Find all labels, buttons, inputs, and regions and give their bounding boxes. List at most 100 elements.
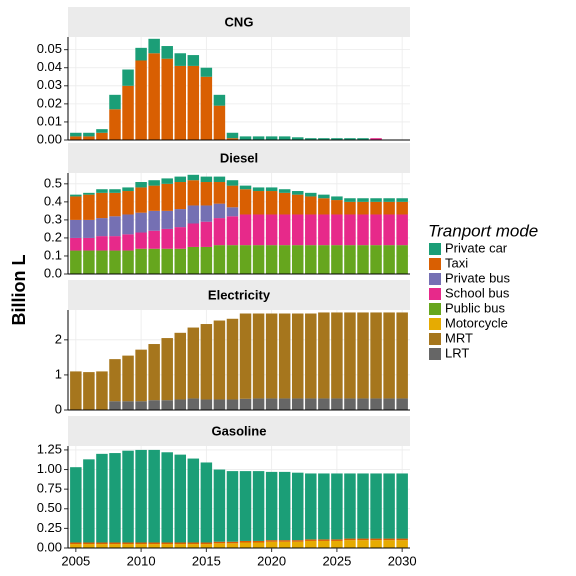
- bar: [83, 132, 95, 137]
- bar: [122, 69, 134, 86]
- bar: [344, 538, 356, 541]
- bar: [200, 246, 213, 274]
- bar: [252, 542, 265, 548]
- bar: [396, 398, 408, 410]
- y-tick-label: 0.75: [37, 481, 62, 496]
- x-tick-label: 2015: [192, 553, 221, 568]
- bar: [148, 400, 160, 410]
- bar: [239, 189, 252, 215]
- bar: [278, 313, 291, 399]
- bar: [122, 250, 134, 274]
- bar: [200, 182, 213, 206]
- bar: [370, 312, 382, 399]
- bar: [226, 132, 239, 139]
- legend-swatch: [429, 303, 441, 315]
- bar: [291, 191, 304, 195]
- y-tick-label: 0.3: [44, 211, 62, 226]
- bar: [83, 192, 95, 195]
- bar: [174, 53, 187, 66]
- bar: [370, 138, 382, 140]
- bar: [331, 196, 343, 201]
- bar: [96, 129, 108, 133]
- bar: [318, 214, 330, 246]
- y-tick-label: 2: [55, 331, 62, 346]
- bar: [70, 467, 82, 543]
- bar: [135, 449, 147, 543]
- bar: [305, 196, 317, 215]
- bar: [226, 399, 239, 410]
- bar: [83, 237, 95, 251]
- bar: [278, 245, 291, 274]
- bar: [396, 538, 408, 541]
- bar: [291, 541, 304, 548]
- y-tick-label: 0.0: [44, 265, 62, 280]
- y-tick-label: 0.02: [37, 95, 62, 110]
- legend-label: Private car: [445, 240, 508, 255]
- bar: [70, 132, 82, 137]
- bar: [305, 473, 317, 540]
- bar: [122, 191, 134, 215]
- bar: [278, 541, 291, 548]
- bar: [265, 214, 278, 246]
- bar: [318, 539, 330, 541]
- bar: [226, 138, 239, 140]
- bar: [383, 245, 395, 274]
- bar: [305, 540, 317, 548]
- facet-title: Diesel: [220, 150, 258, 165]
- bar: [331, 138, 343, 140]
- bar: [135, 182, 147, 188]
- bar: [161, 183, 173, 211]
- y-tick-label: 0: [55, 401, 62, 416]
- bar: [70, 250, 82, 274]
- bar: [148, 344, 160, 401]
- bar: [96, 192, 108, 219]
- facet-title: Electricity: [208, 287, 271, 302]
- bar: [135, 349, 147, 402]
- y-tick-label: 0.00: [37, 539, 62, 554]
- bar: [200, 221, 213, 247]
- bar: [265, 541, 278, 548]
- bar: [331, 540, 343, 548]
- bar: [252, 471, 265, 541]
- bar: [396, 245, 408, 274]
- bar: [226, 207, 239, 217]
- bar: [383, 201, 395, 215]
- bar: [278, 136, 291, 140]
- bar: [383, 538, 395, 541]
- bar: [109, 453, 121, 543]
- y-tick-label: 0.5: [44, 175, 62, 190]
- bar: [187, 65, 200, 140]
- legend-title: Tranport mode: [428, 221, 538, 240]
- bar: [318, 245, 330, 274]
- bar: [83, 459, 95, 543]
- bar: [357, 245, 369, 274]
- bar: [174, 332, 187, 400]
- bar: [226, 543, 239, 548]
- bar: [396, 198, 408, 202]
- bar: [70, 196, 82, 220]
- bar: [265, 136, 278, 140]
- bar: [109, 109, 121, 140]
- bar: [305, 313, 317, 399]
- bar: [109, 359, 121, 402]
- bar: [200, 67, 213, 77]
- bar: [161, 210, 173, 229]
- bar: [122, 542, 134, 545]
- bar: [331, 539, 343, 541]
- bar: [344, 540, 356, 548]
- bar: [187, 180, 200, 206]
- bar: [357, 138, 369, 140]
- bar: [122, 544, 134, 548]
- bar: [96, 542, 108, 545]
- bar: [213, 218, 226, 246]
- strip: [68, 280, 410, 310]
- bar: [96, 544, 108, 548]
- y-tick-label: 0.4: [44, 193, 62, 208]
- bar: [252, 245, 265, 274]
- bar: [148, 542, 160, 545]
- bar: [109, 216, 121, 237]
- x-tick-label: 2025: [322, 553, 351, 568]
- legend-label: MRT: [445, 330, 473, 345]
- bar: [239, 313, 252, 399]
- legend-swatch: [429, 288, 441, 300]
